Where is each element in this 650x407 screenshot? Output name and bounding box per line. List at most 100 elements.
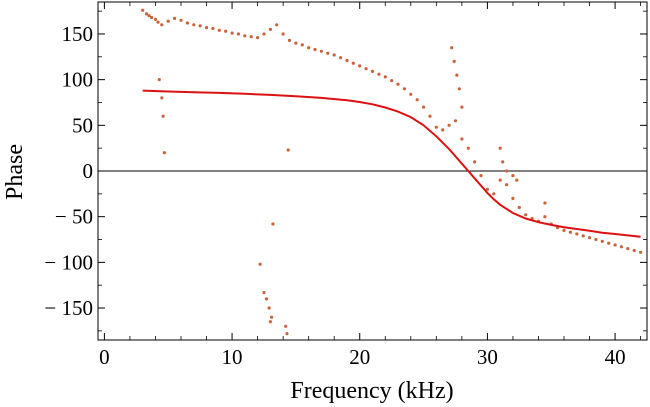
data-point bbox=[268, 27, 272, 31]
data-point bbox=[492, 192, 496, 196]
data-point bbox=[460, 105, 464, 109]
data-point bbox=[332, 53, 336, 57]
data-point bbox=[498, 146, 502, 150]
data-point bbox=[457, 87, 461, 91]
series-outlier-points bbox=[157, 46, 547, 336]
data-point bbox=[409, 92, 413, 96]
data-point bbox=[568, 230, 573, 234]
data-point bbox=[147, 14, 151, 18]
data-point bbox=[150, 15, 154, 20]
data-point bbox=[313, 47, 317, 52]
x-tick-label: 20 bbox=[349, 345, 370, 369]
data-point bbox=[428, 114, 432, 118]
data-point bbox=[156, 20, 160, 24]
data-point bbox=[639, 250, 643, 254]
data-point bbox=[281, 32, 285, 36]
y-tick-label: 50 bbox=[72, 113, 93, 137]
data-point bbox=[581, 234, 585, 238]
x-tick-label: 30 bbox=[477, 345, 498, 369]
data-point bbox=[345, 58, 349, 63]
data-point bbox=[262, 290, 266, 295]
data-point bbox=[396, 82, 400, 86]
data-point bbox=[267, 306, 271, 310]
data-point bbox=[285, 332, 289, 336]
data-point bbox=[268, 320, 272, 324]
data-point bbox=[587, 236, 592, 240]
data-point bbox=[515, 178, 519, 182]
data-point bbox=[294, 41, 298, 45]
data-point bbox=[339, 56, 343, 60]
data-point bbox=[256, 36, 260, 40]
data-point bbox=[524, 213, 528, 217]
data-point bbox=[383, 75, 387, 79]
data-point bbox=[141, 8, 145, 12]
data-point bbox=[455, 73, 459, 77]
data-point bbox=[211, 26, 215, 31]
data-point bbox=[230, 31, 234, 35]
data-point bbox=[505, 169, 509, 173]
data-point bbox=[450, 46, 454, 50]
data-point bbox=[511, 174, 515, 178]
y-tick-label: − 100 bbox=[44, 250, 93, 274]
data-point bbox=[262, 32, 266, 36]
y-tick-label: − 150 bbox=[44, 296, 93, 320]
data-point bbox=[179, 18, 183, 22]
y-axis-title: Phase bbox=[2, 144, 28, 200]
data-point bbox=[258, 262, 262, 266]
data-point bbox=[466, 146, 470, 150]
data-point bbox=[319, 49, 323, 53]
data-point bbox=[217, 28, 221, 32]
data-point bbox=[501, 160, 505, 164]
data-point bbox=[326, 51, 330, 55]
x-axis-title: Frequency (kHz) bbox=[290, 378, 453, 404]
data-point bbox=[607, 241, 611, 245]
data-point bbox=[243, 34, 247, 38]
data-point bbox=[479, 174, 483, 178]
data-point bbox=[370, 69, 375, 73]
data-point bbox=[517, 205, 521, 210]
data-point bbox=[162, 151, 166, 155]
data-point bbox=[377, 72, 381, 76]
y-tick-label: 0 bbox=[83, 159, 94, 183]
data-point bbox=[287, 38, 292, 43]
series-fit bbox=[142, 89, 641, 238]
data-point bbox=[284, 324, 288, 328]
data-point bbox=[575, 232, 579, 236]
data-point bbox=[307, 46, 311, 50]
data-point bbox=[198, 24, 202, 28]
data-point bbox=[358, 64, 362, 68]
data-point bbox=[264, 297, 269, 301]
data-point bbox=[166, 19, 170, 23]
x-tick-label: 0 bbox=[99, 345, 110, 369]
data-point bbox=[562, 228, 566, 232]
y-axis-ticks: 150 100 50 0 − 50 − 100 − 150 bbox=[44, 10, 647, 332]
data-point bbox=[498, 178, 502, 182]
x-tick-label: 10 bbox=[222, 345, 243, 369]
data-point bbox=[224, 29, 228, 33]
data-point bbox=[286, 148, 290, 152]
data-point bbox=[441, 128, 445, 132]
data-point bbox=[390, 79, 394, 83]
data-point bbox=[485, 187, 489, 191]
data-point bbox=[275, 23, 279, 27]
data-point bbox=[185, 21, 189, 25]
data-series bbox=[141, 8, 643, 336]
data-point bbox=[434, 125, 438, 129]
data-point bbox=[619, 245, 624, 249]
data-point bbox=[613, 243, 617, 247]
data-point bbox=[300, 43, 304, 47]
data-point bbox=[204, 26, 209, 30]
data-point bbox=[543, 201, 547, 205]
data-point bbox=[160, 23, 164, 27]
data-point bbox=[249, 35, 253, 39]
data-point bbox=[364, 67, 368, 71]
data-point bbox=[447, 123, 451, 127]
data-point bbox=[600, 239, 604, 243]
data-point bbox=[453, 119, 458, 123]
data-point bbox=[511, 196, 515, 200]
data-point bbox=[144, 12, 149, 16]
data-point bbox=[452, 59, 456, 64]
data-point bbox=[626, 247, 630, 251]
data-point bbox=[505, 183, 509, 187]
